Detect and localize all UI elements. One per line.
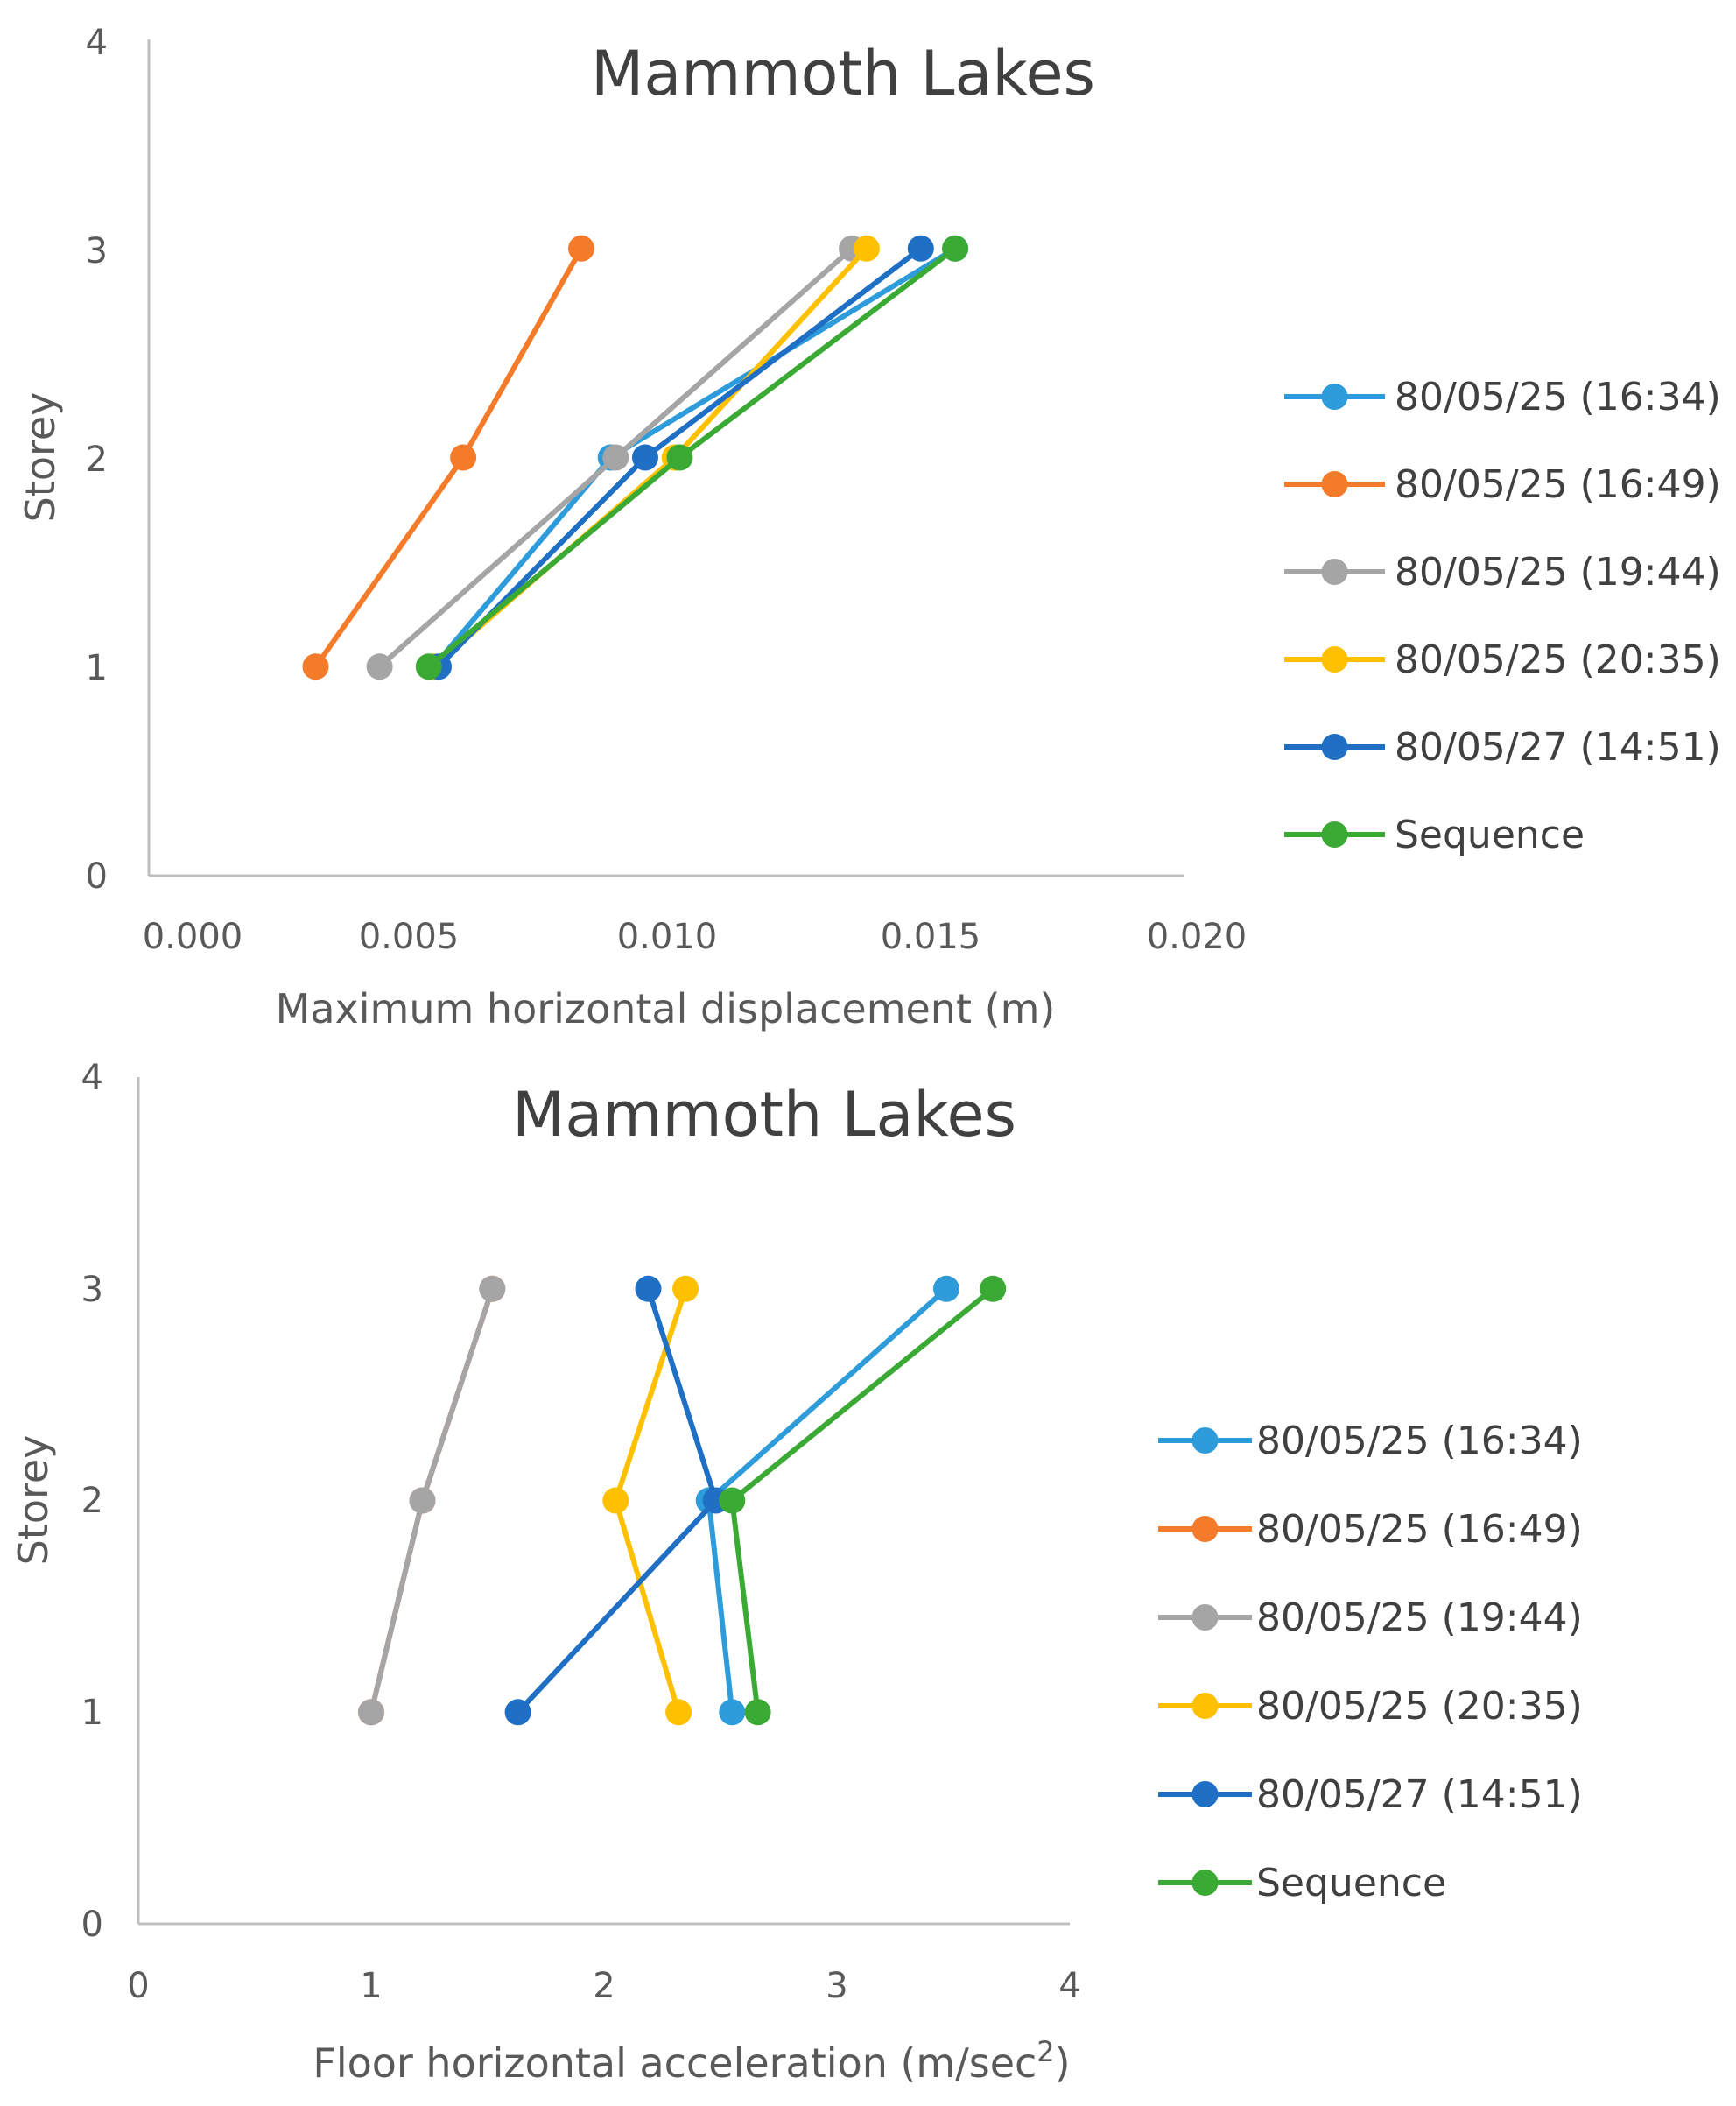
data-point — [907, 235, 934, 262]
legend-label: 80/05/25 (16:34) — [1395, 375, 1721, 419]
data-point — [666, 444, 693, 471]
legend-swatch-marker — [1191, 1870, 1219, 1896]
data-point — [744, 1699, 771, 1726]
data-point — [980, 1275, 1007, 1302]
x-tick-label: 0.000 — [143, 917, 243, 957]
legend: 80/05/25 (16:34) 80/05/25 (16:49) 80/05/25… — [1158, 1419, 1583, 1905]
legend-swatch-marker — [1191, 1693, 1219, 1719]
legend-label: 80/05/27 (14:51) — [1395, 725, 1721, 770]
legend-label: 80/05/25 (20:35) — [1256, 1684, 1583, 1729]
series-layer — [358, 1275, 1007, 1726]
data-point — [358, 1699, 384, 1726]
legend-swatch-marker — [1321, 471, 1348, 497]
chart-title: Mammoth Lakes — [591, 38, 1095, 109]
data-point — [450, 444, 477, 471]
y-tick-label: 1 — [86, 648, 108, 688]
legend-label: 80/05/27 (14:51) — [1256, 1772, 1583, 1817]
legend-swatch-marker — [1321, 821, 1348, 848]
x-tick-label: 4 — [1058, 1966, 1080, 2006]
data-point — [366, 653, 393, 680]
data-point — [504, 1699, 531, 1726]
data-point — [853, 235, 880, 262]
y-tick-label: 3 — [81, 1270, 103, 1310]
displacement-chart: Mammoth Lakes 0 1 2 3 4 0.000 0.005 0.01… — [17, 23, 1721, 1032]
legend-label: Sequence — [1395, 813, 1585, 857]
legend-label: 80/05/25 (20:35) — [1395, 637, 1721, 682]
y-tick-label: 4 — [81, 1058, 103, 1098]
legend-swatch-marker — [1191, 1427, 1219, 1454]
series-line — [729, 1285, 996, 1715]
series-line — [431, 245, 959, 670]
legend-swatch-marker — [1321, 734, 1348, 760]
y-tick-label: 3 — [86, 231, 108, 271]
x-axis-title: Maximum horizontal displacement (m) — [276, 985, 1056, 1032]
chart-title: Mammoth Lakes — [512, 1079, 1016, 1151]
y-tick-label: 0 — [81, 1905, 103, 1945]
legend-swatch-marker — [1191, 1604, 1219, 1631]
data-point — [568, 235, 594, 262]
legend-swatch-marker — [1191, 1516, 1219, 1542]
data-point — [719, 1699, 746, 1726]
data-point — [672, 1275, 699, 1302]
x-tick-label: 1 — [360, 1966, 382, 2006]
y-tick-label: 2 — [81, 1481, 103, 1521]
data-point — [602, 1487, 629, 1514]
y-tick-label: 4 — [86, 23, 108, 63]
acceleration-chart: Mammoth Lakes 0 1 2 3 4 0 1 2 3 4 Floor … — [10, 1058, 1583, 2087]
y-tick-label: 1 — [81, 1693, 103, 1733]
legend-label: Sequence — [1256, 1861, 1446, 1905]
y-axis-title: Storey — [17, 392, 64, 523]
data-point — [933, 1275, 959, 1302]
data-point — [479, 1275, 506, 1302]
x-tick-label: 0.010 — [617, 917, 718, 957]
x-tick-label: 3 — [826, 1966, 847, 2006]
legend-label: 80/05/25 (16:34) — [1256, 1419, 1583, 1463]
series-layer — [302, 235, 969, 680]
legend-label: 80/05/25 (16:49) — [1256, 1507, 1583, 1552]
legend-label: 80/05/25 (19:44) — [1256, 1595, 1583, 1640]
legend-swatch-marker — [1321, 559, 1348, 585]
x-tick-label: 0.015 — [881, 917, 981, 957]
data-point — [719, 1487, 746, 1514]
data-point — [602, 444, 629, 471]
legend-swatch-marker — [1191, 1781, 1219, 1807]
legend: 80/05/25 (16:34) 80/05/25 (16:49) 80/05/25… — [1284, 375, 1721, 857]
data-point — [665, 1699, 692, 1726]
data-point — [409, 1487, 436, 1514]
y-tick-label: 2 — [86, 440, 108, 480]
x-tick-label: 0 — [127, 1966, 149, 2006]
legend-label: 80/05/25 (19:44) — [1395, 550, 1721, 595]
x-tick-label: 2 — [593, 1966, 615, 2006]
x-tick-label: 0.005 — [359, 917, 460, 957]
legend-swatch-marker — [1321, 384, 1348, 410]
legend-swatch-marker — [1321, 646, 1348, 673]
legend-label: 80/05/25 (16:49) — [1395, 462, 1721, 507]
data-point — [942, 235, 969, 262]
x-axis-title: Floor horizontal acceleration (m/sec2) — [313, 2035, 1070, 2087]
x-tick-label: 0.020 — [1147, 917, 1248, 957]
data-point — [415, 653, 442, 680]
data-point — [632, 444, 658, 471]
y-tick-label: 0 — [86, 856, 108, 897]
data-point — [302, 653, 329, 680]
y-axis-title: Storey — [10, 1435, 57, 1566]
data-point — [635, 1275, 662, 1302]
